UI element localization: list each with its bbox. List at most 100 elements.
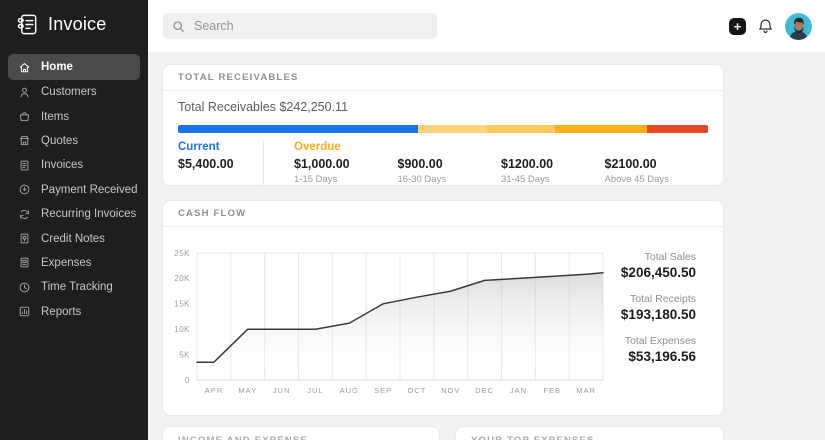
svg-text:DEC: DEC (475, 386, 494, 395)
overdue-amount: $1,000.00 (294, 157, 350, 171)
income-expense-card: INCOME AND EXPENSE (162, 426, 440, 440)
receivables-bar (178, 125, 708, 133)
overdue-period: Above 45 Days (604, 174, 669, 185)
home-icon (18, 61, 31, 74)
sidebar-item-label: Payment Received (41, 183, 138, 196)
search-input[interactable] (192, 18, 428, 34)
sidebar-item-label: Customers (41, 86, 97, 99)
svg-text:APR: APR (205, 386, 223, 395)
svg-text:25K: 25K (174, 249, 190, 258)
overdue-period: 16-30 Days (397, 174, 447, 185)
invoice-page-icon (18, 159, 31, 172)
app-logo[interactable]: Invoice (0, 0, 148, 45)
income-expense-header: INCOME AND EXPENSE (163, 427, 439, 440)
expense-page-icon (18, 256, 31, 269)
svg-text:20K: 20K (174, 274, 190, 283)
overdue-amount: $2100.00 (604, 157, 657, 171)
svg-text:JAN: JAN (510, 386, 527, 395)
sidebar-item-expenses[interactable]: Expenses (0, 251, 148, 275)
sidebar-item-payment-received[interactable]: Payment Received (0, 178, 148, 202)
sidebar-item-items[interactable]: Items (0, 104, 148, 128)
sidebar: Invoice Home Customers Items (0, 0, 148, 440)
user-icon (18, 86, 31, 99)
overdue-label: Overdue (294, 141, 341, 153)
cash-flow-card: CASH FLOW 0 5K 10K 15K 20K 25K APR MAY JUN JUL AUG… (162, 200, 724, 416)
sidebar-item-label: Quotes (41, 134, 79, 147)
current-amount: $5,400.00 (178, 157, 234, 171)
overdue-period: 31-45 Days (501, 174, 550, 185)
svg-text:JUN: JUN (273, 386, 291, 395)
topbar: + (148, 0, 825, 52)
sidebar-item-label: Expenses (41, 256, 92, 269)
cash-flow-summary: Total Sales $206,450.50 Total Receipts $… (621, 251, 696, 377)
bar-segment-overdue-31-45 (555, 125, 648, 133)
svg-text:NOV: NOV (441, 386, 460, 395)
cash-flow-chart: 0 5K 10K 15K 20K 25K APR MAY JUN JUL AUG SEP OCT NOV D… (174, 249, 604, 395)
topbar-actions: + (729, 0, 812, 52)
sidebar-item-time-tracking[interactable]: Time Tracking (0, 275, 148, 299)
storefront-icon (18, 134, 31, 147)
sidebar-item-invoices[interactable]: Invoices (0, 153, 148, 177)
bar-chart-icon (18, 305, 31, 318)
receivables-current: Current $5,400.00 (178, 141, 263, 185)
overdue-col-1-15: Overdue $1,000.00 1-15 Days (294, 141, 398, 185)
sidebar-nav: Home Customers Items Quotes (0, 54, 148, 324)
svg-text:OCT: OCT (407, 386, 426, 395)
sidebar-item-label: Recurring Invoices (41, 208, 137, 221)
sidebar-item-label: Items (41, 110, 70, 123)
overdue-period: 1-15 Days (294, 174, 338, 185)
sidebar-item-label: Reports (41, 305, 82, 318)
bar-segment-overdue-1-15 (417, 125, 487, 133)
summary-total-sales: Total Sales $206,450.50 (620, 251, 696, 280)
sidebar-item-recurring-invoices[interactable]: Recurring Invoices (0, 202, 148, 226)
dashboard-content: TOTAL RECEIVABLES Total Receivables $242… (148, 52, 825, 440)
svg-text:AUG: AUG (340, 386, 359, 395)
user-avatar[interactable] (785, 12, 812, 40)
notifications-bell-icon[interactable] (757, 18, 774, 35)
summary-total-receipts: Total Receipts $193,180.50 (620, 293, 696, 322)
credit-note-icon (18, 232, 31, 245)
sidebar-item-credit-notes[interactable]: Credit Notes (0, 226, 148, 250)
receivables-summary: Total Receivables $242,250.11 (178, 100, 349, 114)
overdue-amount: $1200.00 (501, 157, 554, 171)
app-title: Invoice (48, 14, 107, 34)
svg-text:10K: 10K (174, 325, 190, 334)
bar-segment-overdue-above-45 (647, 125, 708, 133)
svg-text:5K: 5K (179, 350, 190, 359)
svg-text:MAR: MAR (576, 386, 596, 395)
total-receivables-card: TOTAL RECEIVABLES Total Receivables $242… (162, 64, 724, 186)
sidebar-item-label: Time Tracking (41, 281, 113, 294)
cash-flow-header: CASH FLOW (163, 201, 723, 227)
overdue-amount: $900.00 (397, 157, 443, 171)
search-icon (172, 20, 185, 33)
svg-text:SEP: SEP (374, 386, 392, 395)
sidebar-item-label: Invoices (41, 159, 84, 172)
overdue-col-31-45: $1200.00 31-45 Days (501, 141, 605, 185)
svg-text:MAY: MAY (238, 386, 257, 395)
search-box[interactable] (163, 13, 437, 39)
new-item-button[interactable]: + (729, 17, 746, 35)
clock-icon (18, 281, 31, 294)
basket-icon (18, 110, 31, 123)
receivables-breakdown: Current $5,400.00 Overdue $1,000.00 1-15… (178, 141, 708, 185)
recurring-arrows-icon (18, 208, 31, 221)
sidebar-item-customers[interactable]: Customers (0, 80, 148, 104)
invoice-logo-icon (15, 12, 40, 37)
summary-total-expenses: Total Expenses $53,196.56 (624, 335, 696, 364)
top-expenses-header: YOUR TOP EXPENSES (456, 427, 723, 440)
svg-text:JUL: JUL (307, 386, 323, 395)
sidebar-item-label: Credit Notes (41, 232, 105, 245)
sidebar-item-reports[interactable]: Reports (0, 300, 148, 324)
svg-text:0: 0 (185, 376, 190, 385)
bar-segment-overdue-16-30 (486, 125, 556, 133)
sidebar-item-quotes[interactable]: Quotes (0, 129, 148, 153)
svg-text:15K: 15K (174, 300, 190, 309)
current-label: Current (178, 141, 220, 153)
sidebar-item-home[interactable]: Home (8, 54, 140, 80)
top-expenses-card: YOUR TOP EXPENSES (455, 426, 724, 440)
overdue-col-16-30: $900.00 16-30 Days (398, 141, 502, 185)
payment-received-icon (18, 183, 31, 196)
breakdown-divider (263, 141, 264, 185)
bar-segment-current (178, 125, 418, 133)
